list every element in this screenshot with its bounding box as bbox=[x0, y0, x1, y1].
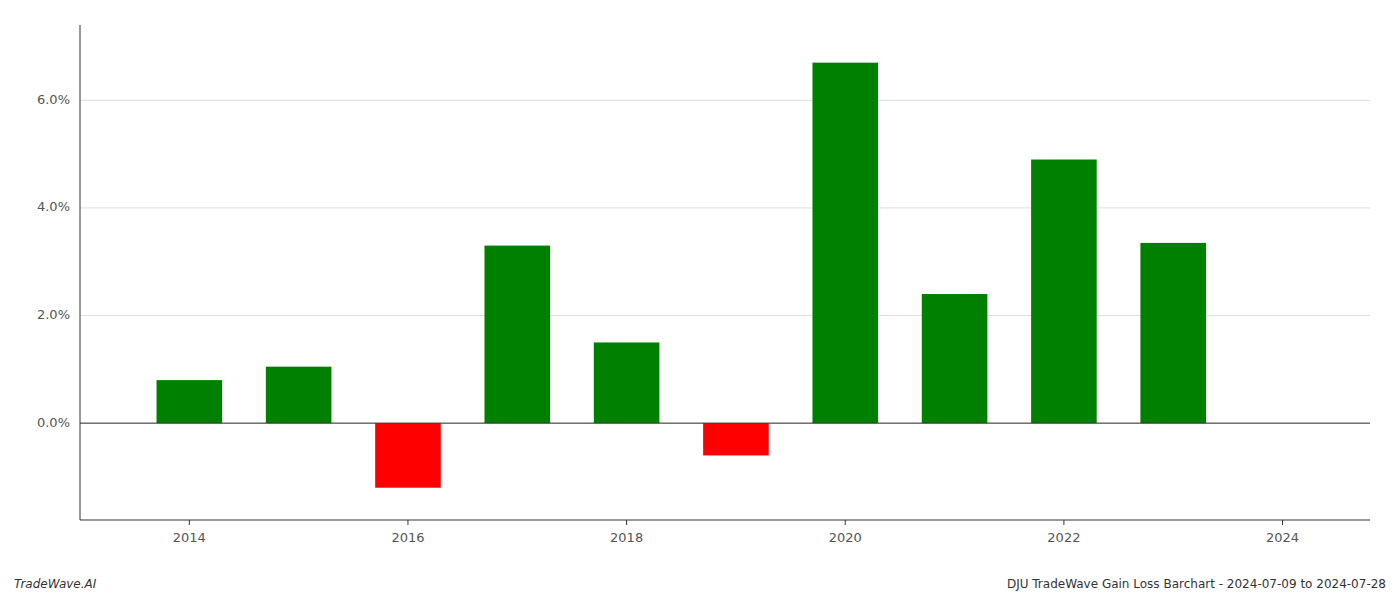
bar bbox=[703, 423, 769, 455]
x-tick-label: 2020 bbox=[829, 530, 862, 545]
bar bbox=[266, 367, 332, 423]
x-tick bbox=[626, 520, 627, 525]
bar bbox=[922, 294, 988, 423]
chart-container: 0.0% 2.0% 4.0% 6.0% 2014 2016 2018 2020 2022 2024… bbox=[0, 0, 1400, 600]
x-axis: 2014 2016 2018 2020 2022 2024 bbox=[80, 520, 1370, 545]
chart: 0.0% 2.0% 4.0% 6.0% 2014 2016 2018 2020 2022 2024… bbox=[0, 0, 1400, 600]
grid-line bbox=[80, 100, 1370, 101]
zero-line bbox=[80, 423, 1370, 424]
bar bbox=[484, 246, 550, 424]
y-axis: 0.0% 2.0% 4.0% 6.0% bbox=[37, 25, 80, 520]
bar bbox=[375, 423, 441, 488]
x-tick bbox=[189, 520, 190, 525]
grid-line bbox=[80, 207, 1370, 208]
y-tick-label: 6.0% bbox=[37, 92, 70, 107]
x-tick bbox=[845, 520, 846, 525]
x-axis-line bbox=[80, 520, 1370, 521]
y-tick-label: 4.0% bbox=[37, 199, 70, 214]
bar bbox=[812, 63, 878, 423]
grid-line bbox=[80, 423, 1370, 424]
grid bbox=[80, 100, 1370, 423]
y-axis-line bbox=[80, 25, 81, 520]
x-tick bbox=[1063, 520, 1064, 525]
bar bbox=[157, 380, 223, 423]
y-tick-label: 2.0% bbox=[37, 307, 70, 322]
bar bbox=[1140, 243, 1206, 423]
bar bbox=[1031, 160, 1097, 424]
x-tick-label: 2014 bbox=[173, 530, 206, 545]
x-tick bbox=[1282, 520, 1283, 525]
x-tick-label: 2018 bbox=[610, 530, 643, 545]
bars bbox=[157, 63, 1206, 488]
y-tick-label: 0.0% bbox=[37, 415, 70, 430]
x-tick-label: 2016 bbox=[391, 530, 424, 545]
x-tick bbox=[407, 520, 408, 525]
x-tick-label: 2024 bbox=[1266, 530, 1299, 545]
footer-right: DJU TradeWave Gain Loss Barchart - 2024-… bbox=[1007, 577, 1386, 591]
bar bbox=[594, 342, 660, 423]
x-tick-label: 2022 bbox=[1047, 530, 1080, 545]
footer-left: TradeWave.AI bbox=[14, 577, 97, 591]
